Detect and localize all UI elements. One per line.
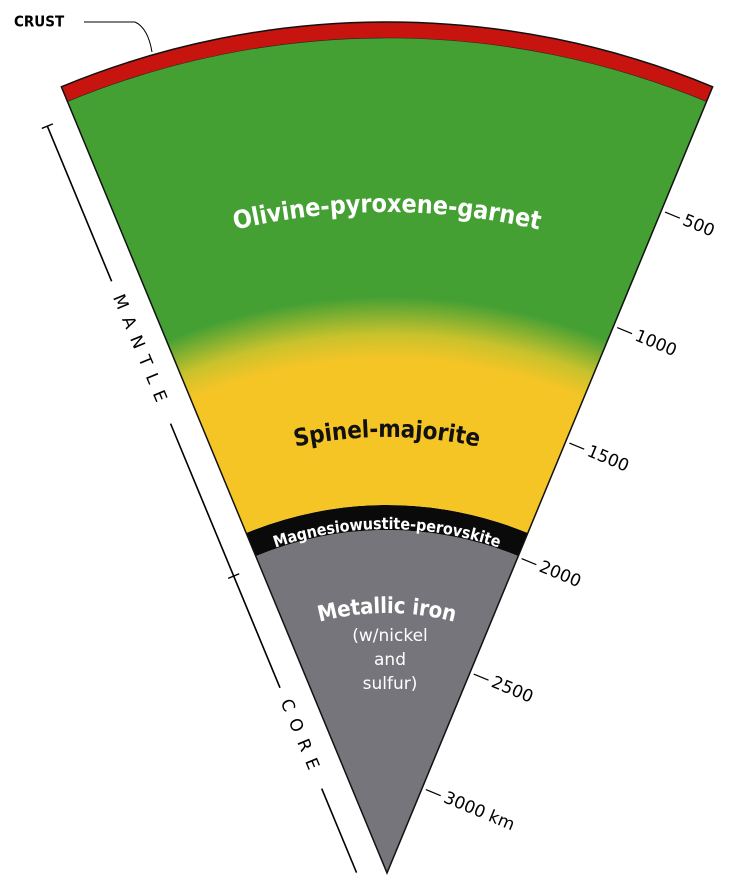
depth-tick <box>617 328 632 334</box>
depth-label: 1500 <box>584 441 632 476</box>
depth-tick <box>569 443 584 449</box>
depth-label: 2500 <box>488 672 536 707</box>
page: {"crust_label": "CRUST", "layers": [ {"l… <box>0 0 733 884</box>
depth-label: 1000 <box>632 326 680 361</box>
earth-diagram: CRUST Olivine-pyroxene-garnetSpinel-majo… <box>0 0 733 884</box>
depth-tick <box>522 559 537 565</box>
crust-label: CRUST <box>14 13 65 31</box>
depth-tick <box>665 212 680 218</box>
depth-label: 500 <box>680 211 718 242</box>
depth-label: 2000 <box>536 557 584 592</box>
depth-tick <box>474 674 489 680</box>
layer-note: and <box>374 650 406 670</box>
region-bracket <box>322 789 357 873</box>
layer-note: sulfur) <box>363 674 418 694</box>
depth-label: 3000 km <box>441 788 518 835</box>
layer-note: (w/nickel <box>352 626 428 646</box>
depth-tick <box>426 790 441 796</box>
crust-leader <box>135 22 152 52</box>
